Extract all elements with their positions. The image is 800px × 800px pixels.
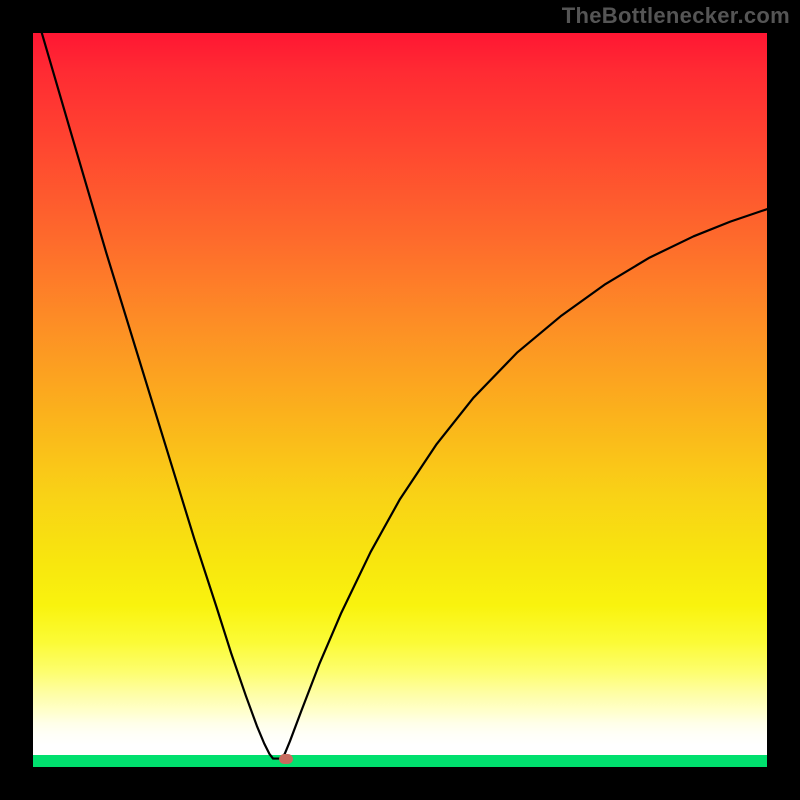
optimum-marker xyxy=(279,754,293,764)
plot-area xyxy=(33,33,767,767)
bottleneck-curve xyxy=(42,33,767,759)
chart-container: TheBottlenecker.com xyxy=(0,0,800,800)
curve-layer xyxy=(33,33,767,767)
watermark-text: TheBottlenecker.com xyxy=(562,3,790,29)
